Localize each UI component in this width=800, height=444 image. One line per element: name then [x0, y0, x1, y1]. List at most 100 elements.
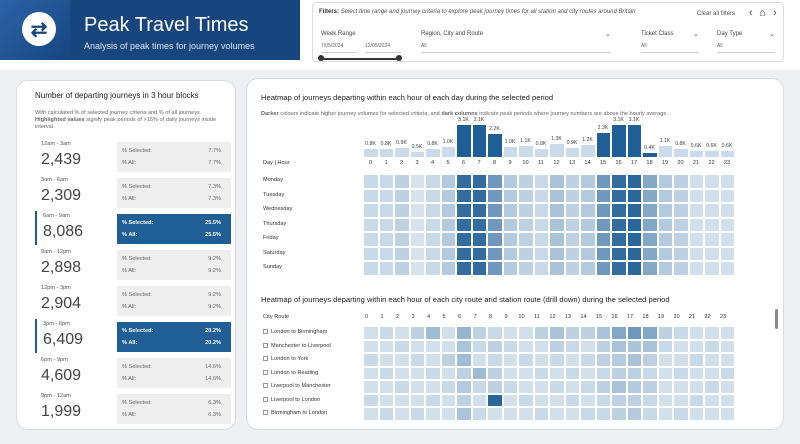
- heatmap-cell[interactable]: [472, 204, 486, 217]
- heatmap-cell[interactable]: [472, 408, 486, 420]
- heatmap-cell[interactable]: [410, 394, 424, 406]
- heatmap-cell[interactable]: [410, 247, 424, 260]
- heatmap-cell[interactable]: [658, 367, 672, 379]
- heatmap-cell[interactable]: [720, 381, 734, 393]
- route-heatmap-scrollbar[interactable]: [775, 309, 778, 329]
- heatmap-cell[interactable]: [488, 233, 502, 246]
- heatmap-cell[interactable]: [379, 247, 393, 260]
- heatmap-cell[interactable]: [488, 247, 502, 260]
- heatmap-cell[interactable]: [426, 189, 440, 202]
- heatmap-cell[interactable]: [689, 354, 703, 366]
- heatmap-cell[interactable]: [689, 327, 703, 339]
- heatmap-cell[interactable]: [705, 381, 719, 393]
- heatmap-cell[interactable]: [643, 204, 657, 217]
- heatmap-cell[interactable]: [534, 262, 548, 275]
- heatmap-cell[interactable]: [426, 218, 440, 231]
- heatmap-cell[interactable]: [627, 189, 641, 202]
- heatmap-cell[interactable]: [410, 262, 424, 275]
- heatmap-cell[interactable]: [658, 327, 672, 339]
- heatmap-cell[interactable]: [612, 367, 626, 379]
- week-start-input[interactable]: 7/05/2024: [321, 43, 357, 53]
- heatmap-cell[interactable]: [627, 367, 641, 379]
- day-type-select[interactable]: All: [717, 43, 775, 53]
- heatmap-cell[interactable]: [689, 189, 703, 202]
- heatmap-cell[interactable]: [596, 233, 610, 246]
- heatmap-cell[interactable]: [519, 327, 533, 339]
- slider-handle-end[interactable]: [396, 55, 402, 61]
- heatmap-cell[interactable]: [410, 367, 424, 379]
- heatmap-cell[interactable]: [705, 354, 719, 366]
- heatmap-cell[interactable]: [457, 247, 471, 260]
- heatmap-cell[interactable]: [379, 408, 393, 420]
- heatmap-cell[interactable]: [534, 354, 548, 366]
- heatmap-cell[interactable]: [720, 247, 734, 260]
- heatmap-cell[interactable]: [565, 189, 579, 202]
- heatmap-cell[interactable]: [674, 327, 688, 339]
- heatmap-cell[interactable]: [410, 327, 424, 339]
- heatmap-cell[interactable]: [364, 354, 378, 366]
- heatmap-cell[interactable]: [472, 340, 486, 352]
- heatmap-cell[interactable]: [565, 233, 579, 246]
- heatmap-cell[interactable]: [658, 381, 672, 393]
- heatmap-cell[interactable]: [426, 233, 440, 246]
- heatmap-cell[interactable]: [643, 175, 657, 188]
- heatmap-cell[interactable]: [364, 367, 378, 379]
- heatmap-cell[interactable]: [596, 327, 610, 339]
- heatmap-cell[interactable]: [627, 340, 641, 352]
- heatmap-cell[interactable]: [705, 340, 719, 352]
- heatmap-cell[interactable]: [379, 262, 393, 275]
- time-block[interactable]: 12pm - 3pm 2,904 % Selected: 9.2% % All: 9.2%: [35, 283, 231, 317]
- heatmap-cell[interactable]: [472, 218, 486, 231]
- heatmap-cell[interactable]: [658, 204, 672, 217]
- heatmap-cell[interactable]: [674, 367, 688, 379]
- heatmap-cell[interactable]: [550, 247, 564, 260]
- heatmap-cell[interactable]: [565, 354, 579, 366]
- heatmap-cell[interactable]: [457, 340, 471, 352]
- heatmap-cell[interactable]: [581, 233, 595, 246]
- heatmap-cell[interactable]: [612, 340, 626, 352]
- heatmap-cell[interactable]: [410, 175, 424, 188]
- time-block[interactable]: 6am - 9am 8,086 % Selected: 25.5% % All: 25.5…: [35, 211, 231, 245]
- heatmap-cell[interactable]: [720, 233, 734, 246]
- heatmap-cell[interactable]: [643, 367, 657, 379]
- heatmap-cell[interactable]: [643, 394, 657, 406]
- heatmap-cell[interactable]: [689, 233, 703, 246]
- heatmap-cell[interactable]: [395, 408, 409, 420]
- heatmap-cell[interactable]: [534, 340, 548, 352]
- heatmap-cell[interactable]: [674, 354, 688, 366]
- heatmap-cell[interactable]: [472, 247, 486, 260]
- expand-icon[interactable]: [263, 356, 268, 362]
- heatmap-cell[interactable]: [612, 247, 626, 260]
- heatmap-cell[interactable]: [503, 189, 517, 202]
- heatmap-cell[interactable]: [395, 327, 409, 339]
- heatmap-cell[interactable]: [674, 175, 688, 188]
- time-block[interactable]: 9pm - 12am 1,999 % Selected: 6.3% % All: 6.3%: [35, 391, 231, 425]
- heatmap-cell[interactable]: [395, 367, 409, 379]
- heatmap-cell[interactable]: [488, 381, 502, 393]
- heatmap-cell[interactable]: [395, 262, 409, 275]
- heatmap-cell[interactable]: [395, 189, 409, 202]
- heatmap-cell[interactable]: [550, 327, 564, 339]
- time-block[interactable]: 12am - 3am 2,439 % Selected: 7.7% % All: 7.7%: [35, 139, 231, 173]
- heatmap-cell[interactable]: [488, 327, 502, 339]
- chevron-down-icon[interactable]: ⌄: [769, 31, 775, 38]
- time-block[interactable]: 3pm - 6pm 6,409 % Selected: 20.2% % All: 20.2…: [35, 319, 231, 353]
- heatmap-cell[interactable]: [689, 262, 703, 275]
- heatmap-cell[interactable]: [410, 204, 424, 217]
- heatmap-cell[interactable]: [364, 381, 378, 393]
- heatmap-cell[interactable]: [472, 354, 486, 366]
- heatmap-cell[interactable]: [534, 327, 548, 339]
- week-end-input[interactable]: 12/05/2024: [365, 43, 401, 53]
- ticket-class-select[interactable]: All: [641, 43, 699, 53]
- heatmap-cell[interactable]: [658, 340, 672, 352]
- heatmap-cell[interactable]: [581, 327, 595, 339]
- home-icon[interactable]: ⌂: [759, 7, 766, 19]
- heatmap-cell[interactable]: [658, 262, 672, 275]
- heatmap-cell[interactable]: [658, 175, 672, 188]
- heatmap-cell[interactable]: [364, 175, 378, 188]
- chevron-left-icon[interactable]: ‹: [749, 7, 753, 19]
- heatmap-cell[interactable]: [426, 394, 440, 406]
- heatmap-cell[interactable]: [674, 381, 688, 393]
- heatmap-cell[interactable]: [689, 204, 703, 217]
- heatmap-cell[interactable]: [441, 354, 455, 366]
